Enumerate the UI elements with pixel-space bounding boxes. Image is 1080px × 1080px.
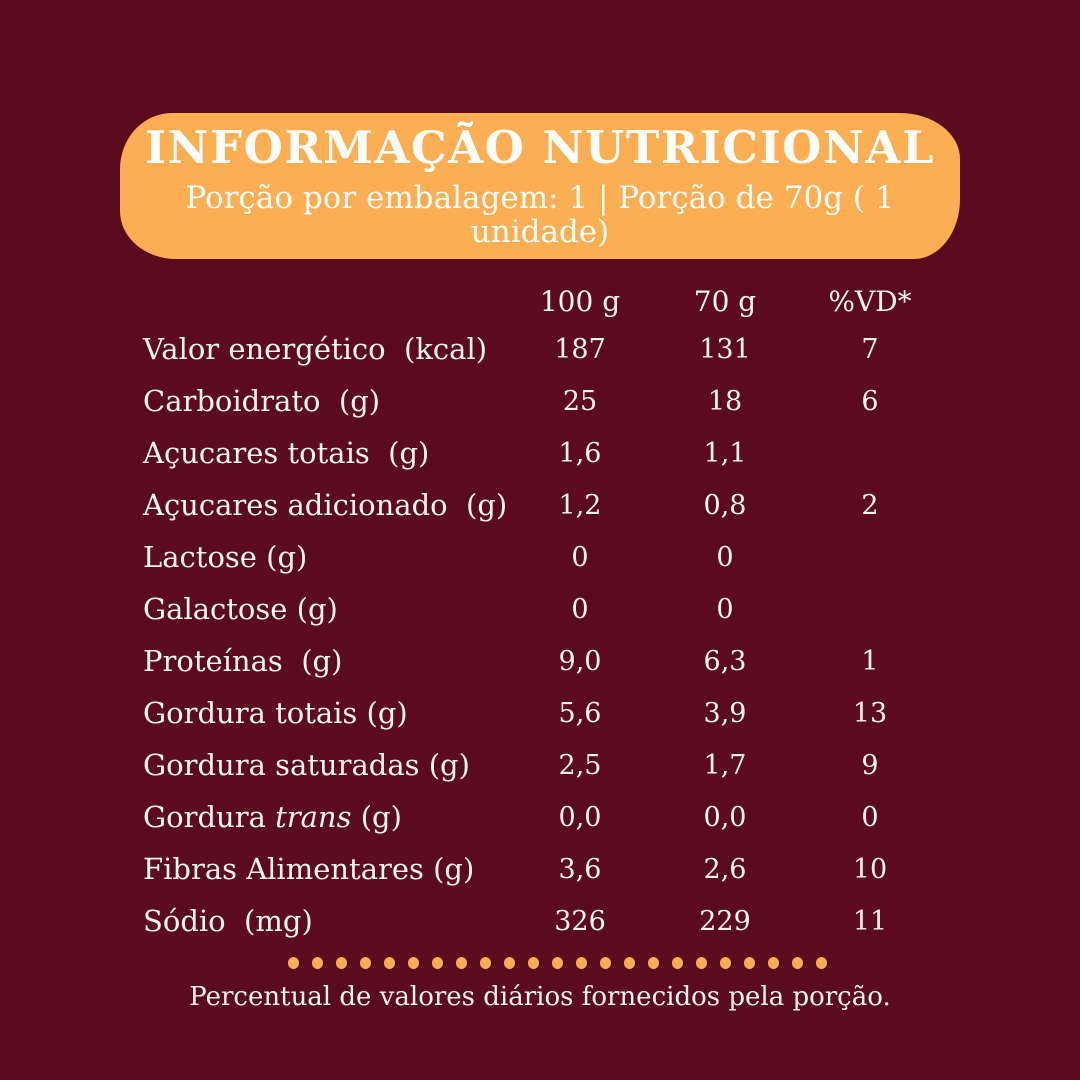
nutrition-table: 100 g 70 g %VD* Valor energético (kcal) … (143, 280, 933, 948)
column-header-100g: 100 g (539, 284, 621, 318)
table-row: Sódio (mg) 326 229 11 (143, 896, 933, 948)
dotted-divider (288, 957, 827, 969)
value-100g: 1,2 (558, 490, 602, 522)
value-70g: 0 (716, 594, 734, 626)
table-row: Gordura trans (g) 0,0 0,0 0 (143, 792, 933, 844)
nutrient-label: Carboidrato (g) (143, 384, 381, 419)
nutrient-label: Proteínas (g) (143, 644, 343, 679)
value-70g: 229 (699, 906, 751, 938)
divider-dot (456, 957, 467, 969)
value-100g: 0 (571, 542, 589, 574)
divider-dot (384, 957, 395, 969)
divider-dot (672, 957, 683, 969)
value-vd: 2 (861, 490, 879, 522)
value-70g: 2,6 (703, 854, 747, 886)
table-row: Açucares totais (g) 1,6 1,1 (143, 428, 933, 480)
value-70g: 6,3 (703, 646, 747, 678)
table-row: Gordura saturadas (g) 2,5 1,7 9 (143, 740, 933, 792)
value-70g: 18 (707, 386, 743, 418)
nutrient-label: Galactose (g) (143, 592, 338, 627)
divider-dot (336, 957, 347, 969)
column-header-70g: 70 g (693, 284, 757, 318)
nutrient-label: Valor energético (kcal) (143, 332, 488, 367)
value-100g: 25 (562, 386, 598, 418)
value-70g: 0 (716, 542, 734, 574)
nutrition-banner: INFORMAÇÃO NUTRICIONAL Porção por embala… (120, 113, 960, 259)
nutrient-label: Gordura totais (g) (143, 696, 408, 731)
nutrient-label: Gordura trans (g) (143, 800, 402, 835)
value-100g: 0,0 (558, 802, 602, 834)
table-row: Gordura totais (g) 5,6 3,9 13 (143, 688, 933, 740)
column-header-vd: %VD* (828, 284, 912, 318)
divider-dot (768, 957, 779, 969)
nutrient-label: Açucares adicionado (g) (143, 488, 508, 523)
value-100g: 0 (571, 594, 589, 626)
table-row: Fibras Alimentares (g) 3,6 2,6 10 (143, 844, 933, 896)
value-70g: 3,9 (703, 698, 747, 730)
value-vd: 9 (861, 750, 879, 782)
value-70g: 0,8 (703, 490, 747, 522)
serving-info: Porção por embalagem: 1 | Porção de 70g … (185, 179, 895, 250)
divider-dot (600, 957, 611, 969)
divider-dot (744, 957, 755, 969)
divider-dot (312, 957, 323, 969)
table-header-row: 100 g 70 g %VD* (143, 280, 933, 324)
value-100g: 9,0 (558, 646, 602, 678)
table-row: Valor energético (kcal) 187 131 7 (143, 324, 933, 376)
divider-dot (432, 957, 443, 969)
nutrient-label: Gordura saturadas (g) (143, 748, 470, 783)
footer-note: Percentual de valores diários fornecidos… (189, 982, 891, 1012)
table-row: Galactose (g) 0 0 (143, 584, 933, 636)
divider-dot (792, 957, 803, 969)
value-100g: 2,5 (558, 750, 602, 782)
divider-dot (480, 957, 491, 969)
value-100g: 187 (554, 334, 606, 366)
divider-dot (816, 957, 827, 969)
divider-dot (696, 957, 707, 969)
value-100g: 326 (554, 906, 606, 938)
value-vd: 6 (861, 386, 879, 418)
value-100g: 3,6 (558, 854, 602, 886)
nutrient-label: Fibras Alimentares (g) (143, 852, 475, 887)
divider-dot (576, 957, 587, 969)
value-vd: 10 (852, 854, 888, 886)
divider-dot (720, 957, 731, 969)
divider-dot (360, 957, 371, 969)
divider-dot (552, 957, 563, 969)
value-70g: 0,0 (703, 802, 747, 834)
nutrient-label: Açucares totais (g) (143, 436, 430, 471)
value-100g: 5,6 (558, 698, 602, 730)
value-70g: 1,7 (703, 750, 747, 782)
value-vd: 1 (861, 646, 879, 678)
value-70g: 131 (699, 334, 751, 366)
table-row: Carboidrato (g) 25 18 6 (143, 376, 933, 428)
value-vd: 7 (861, 334, 879, 366)
page-title: INFORMAÇÃO NUTRICIONAL (144, 121, 936, 175)
divider-dot (528, 957, 539, 969)
table-row: Proteínas (g) 9,0 6,3 1 (143, 636, 933, 688)
divider-dot (408, 957, 419, 969)
table-row: Açucares adicionado (g) 1,2 0,8 2 (143, 480, 933, 532)
value-vd: 11 (852, 906, 888, 938)
divider-dot (648, 957, 659, 969)
value-vd: 0 (861, 802, 879, 834)
divider-dot (288, 957, 299, 969)
nutrient-label: Lactose (g) (143, 540, 308, 575)
table-row: Lactose (g) 0 0 (143, 532, 933, 584)
divider-dot (504, 957, 515, 969)
divider-dot (624, 957, 635, 969)
value-70g: 1,1 (703, 438, 747, 470)
nutrient-label: Sódio (mg) (143, 904, 313, 939)
value-100g: 1,6 (558, 438, 602, 470)
value-vd: 13 (852, 698, 888, 730)
